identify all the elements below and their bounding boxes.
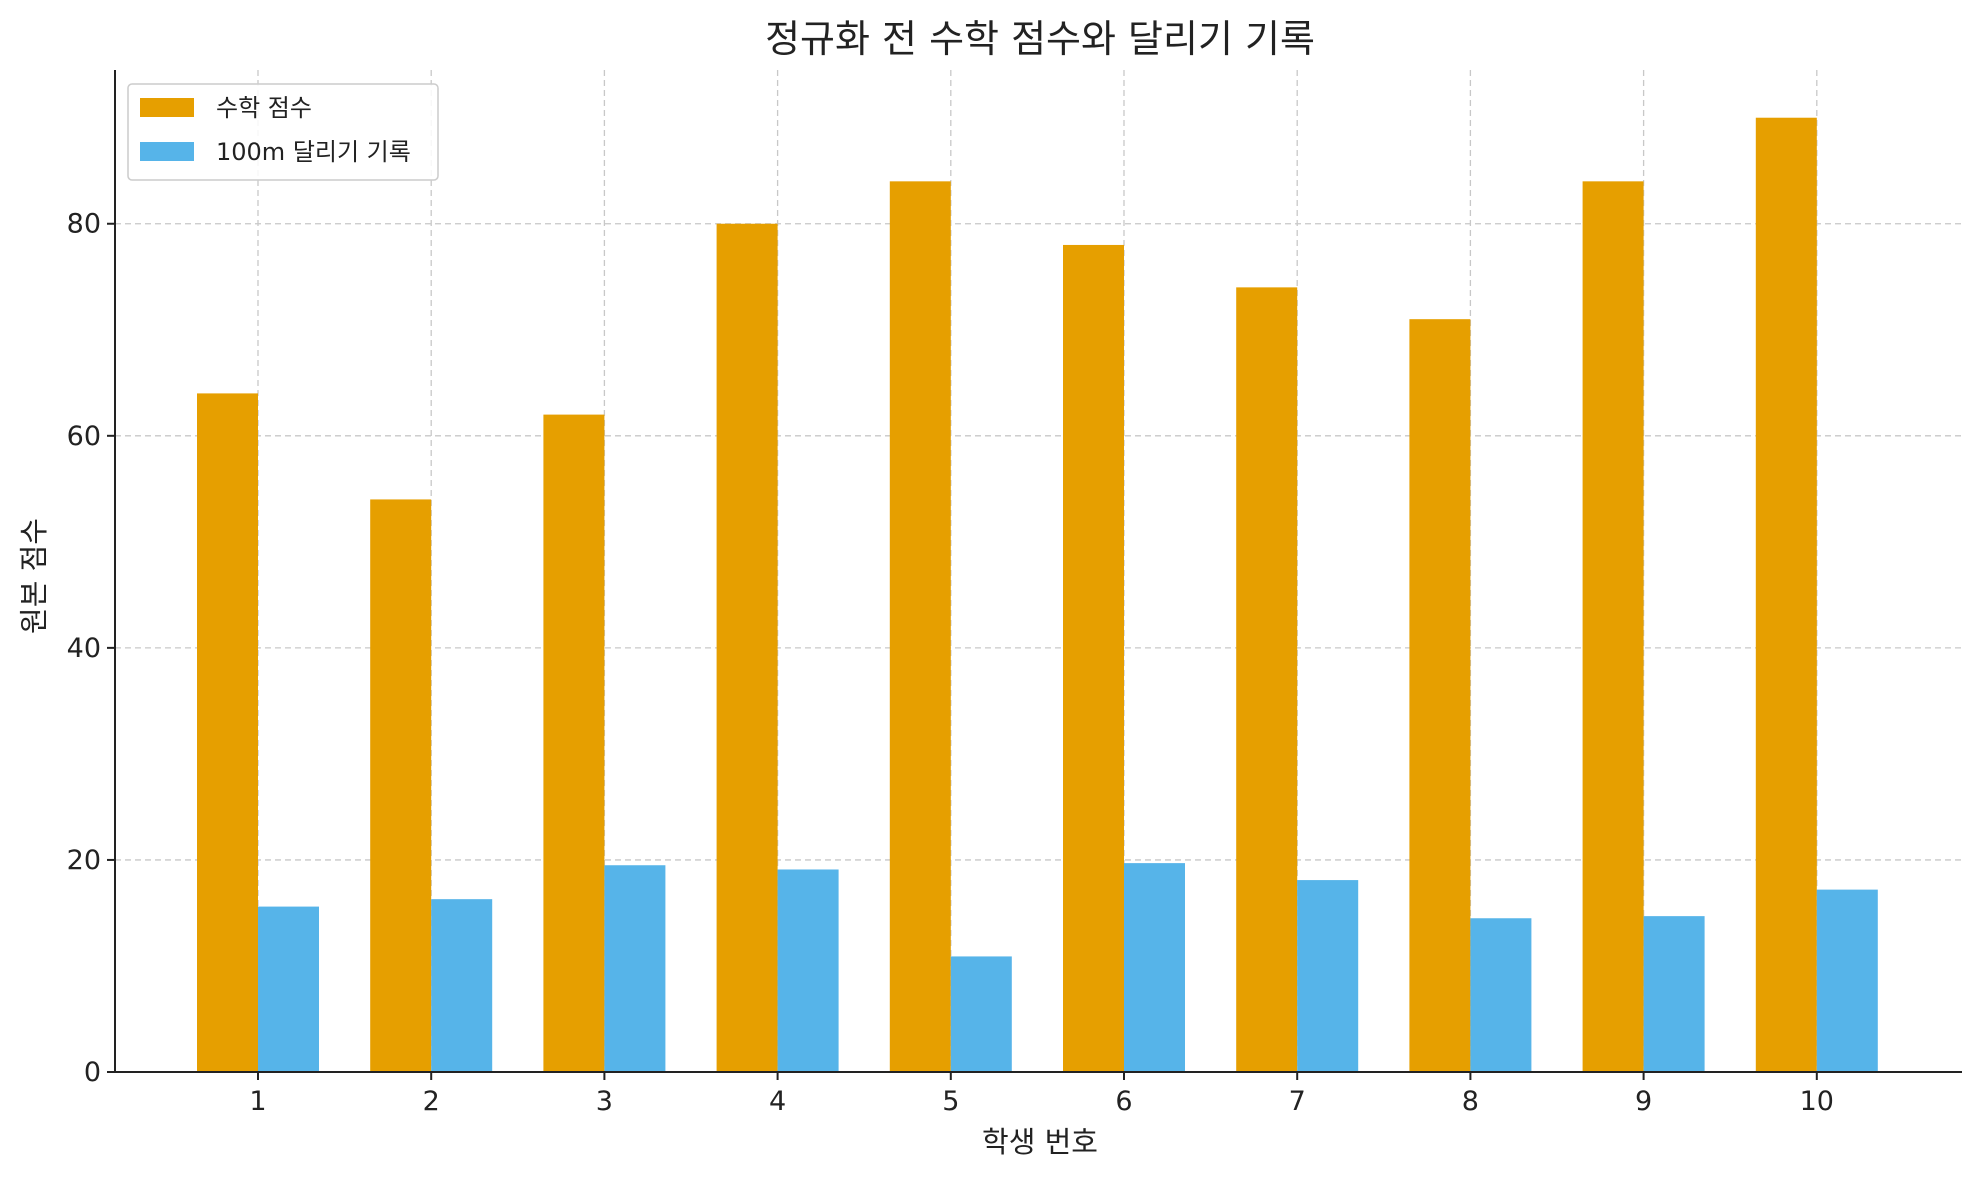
- bar-math-7: [1236, 287, 1298, 1072]
- x-axis-label: 학생 번호: [982, 1125, 1098, 1159]
- bar-math-4: [716, 223, 778, 1072]
- y-tick-label-20: 20: [67, 845, 101, 876]
- y-tick-label-40: 40: [67, 633, 101, 664]
- legend: 수학 점수 100m 달리기 기록: [127, 83, 439, 181]
- x-tick-label-4: 4: [769, 1086, 786, 1117]
- y-tick-label-60: 60: [67, 421, 101, 452]
- tick-labels: 0 20 40 60 80 1 2 3 4 5 6 7 8 9 10: [67, 209, 1834, 1117]
- x-tick-label-9: 9: [1635, 1086, 1652, 1117]
- bar-running-10: [1816, 889, 1878, 1072]
- legend-swatch-math: [140, 98, 194, 117]
- bar-math-6: [1063, 244, 1124, 1072]
- x-tick-label-3: 3: [596, 1086, 613, 1117]
- x-tick-label-10: 10: [1800, 1086, 1834, 1117]
- bar-math-5: [889, 181, 951, 1073]
- x-tick-label-5: 5: [942, 1086, 959, 1117]
- bar-running-5: [950, 956, 1012, 1072]
- axes: [107, 70, 1962, 1080]
- legend-label-math: 수학 점수: [216, 94, 312, 122]
- x-tick-label-6: 6: [1115, 1086, 1132, 1117]
- bar-running-8: [1470, 918, 1532, 1072]
- bar-math-8: [1409, 319, 1471, 1073]
- x-tick-label-8: 8: [1462, 1086, 1479, 1117]
- bar-running-3: [604, 865, 666, 1072]
- bars: [197, 117, 1878, 1073]
- bar-running-4: [777, 869, 839, 1072]
- bar-running-9: [1643, 916, 1705, 1072]
- legend-label-running: 100m 달리기 기록: [216, 138, 411, 166]
- bar-math-10: [1755, 117, 1817, 1072]
- y-tick-label-0: 0: [84, 1057, 101, 1088]
- bar-math-2: [370, 499, 432, 1072]
- legend-swatch-running: [140, 142, 194, 161]
- bar-math-3: [543, 414, 605, 1073]
- x-tick-label-7: 7: [1289, 1086, 1306, 1117]
- bar-math-1: [197, 393, 258, 1072]
- y-tick-label-80: 80: [67, 209, 101, 240]
- x-tick-label-2: 2: [423, 1086, 440, 1117]
- bar-running-2: [431, 899, 493, 1072]
- legend-frame: [127, 83, 439, 181]
- chart-title: 정규화 전 수학 점수와 달리기 기록: [765, 17, 1315, 61]
- bar-running-1: [258, 906, 319, 1072]
- x-tick-label-1: 1: [249, 1086, 266, 1117]
- y-axis-label: 원본 점수: [17, 518, 51, 634]
- bar-running-7: [1297, 880, 1359, 1072]
- bar-math-9: [1582, 181, 1644, 1073]
- bar-running-6: [1124, 863, 1185, 1072]
